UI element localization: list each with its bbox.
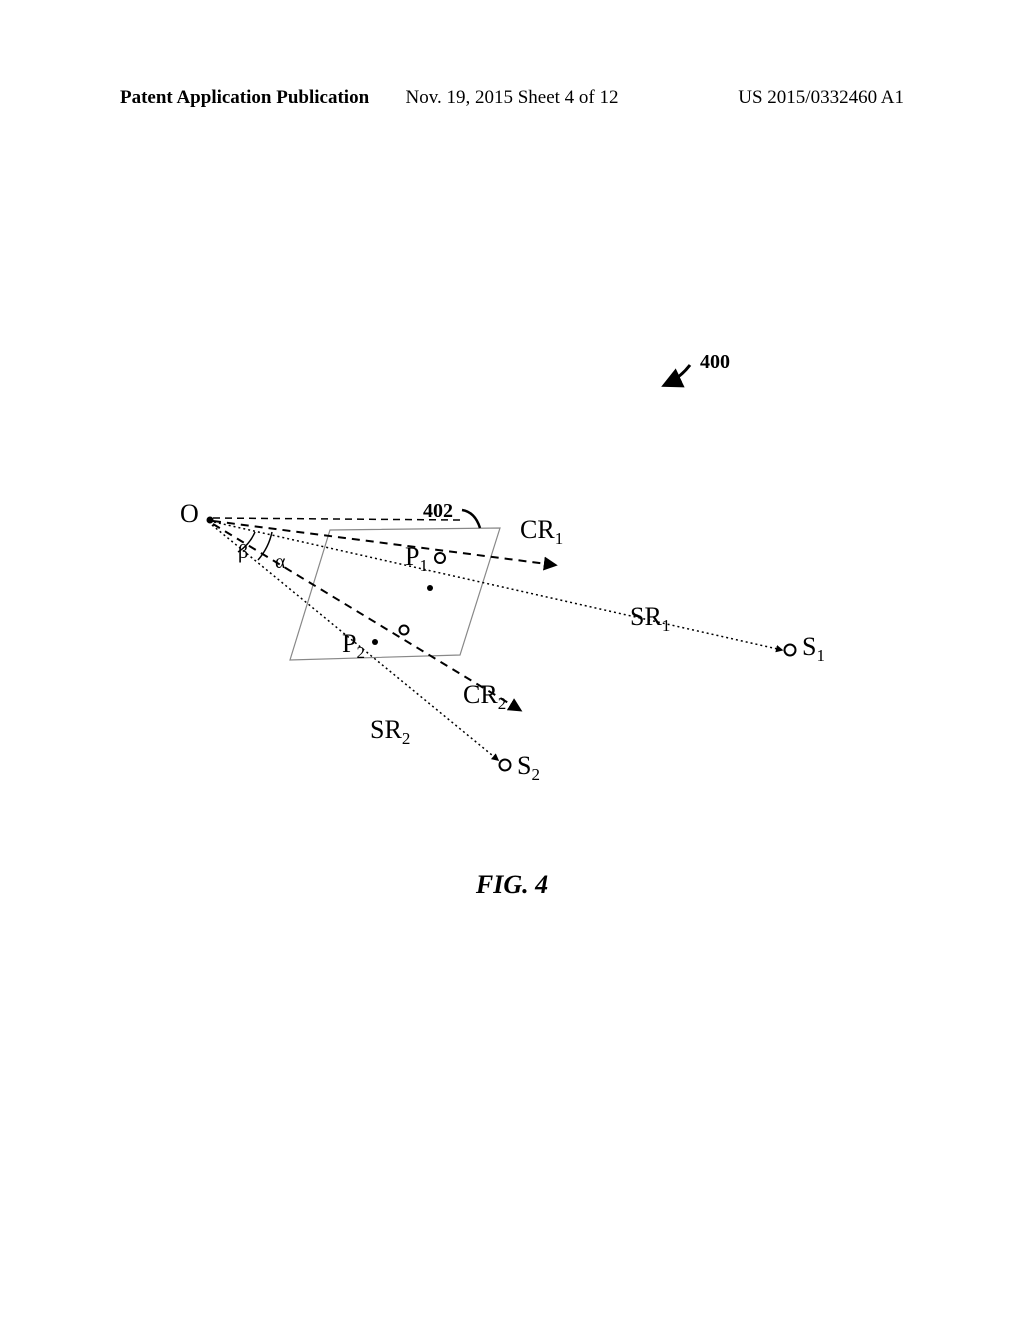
projection-plane <box>290 528 500 660</box>
label-S1: S1 <box>802 632 825 665</box>
ref-402: 402 <box>423 500 480 528</box>
label-O: O <box>180 499 199 528</box>
label-SR2: SR2 <box>370 715 410 748</box>
label-P1: P1 <box>405 542 428 575</box>
point-S2 <box>500 760 511 771</box>
figure-caption: FIG. 4 <box>0 870 1024 900</box>
label-S2: S2 <box>517 751 540 784</box>
label-beta: β <box>238 541 248 563</box>
point-P2-dot <box>372 639 378 645</box>
header-mid: Nov. 19, 2015 Sheet 4 of 12 <box>405 87 618 109</box>
point-P1-dot <box>427 585 433 591</box>
point-O <box>207 517 214 524</box>
ref-400-text: 400 <box>700 351 730 373</box>
point-S1 <box>785 645 796 656</box>
label-CR1: CR1 <box>520 515 563 548</box>
label-alpha: α <box>275 551 286 573</box>
page-header: Patent Application Publication Nov. 19, … <box>0 87 1024 109</box>
ray-cr1 <box>213 521 555 565</box>
point-P1-ring <box>435 553 445 563</box>
label-CR2: CR2 <box>463 680 506 713</box>
header-left: Patent Application Publication <box>120 87 369 109</box>
svg-text:402: 402 <box>423 500 453 522</box>
label-P2: P2 <box>342 629 365 662</box>
header-right: US 2015/0332460 A1 <box>738 87 904 109</box>
ref-400-arrow <box>665 365 690 385</box>
figure-4-diagram: 400 402 O P1 P2 CR1 CR2 SR1 SR2 S1 S2 α … <box>120 300 904 860</box>
point-P2-ring <box>400 626 409 635</box>
label-SR1: SR1 <box>630 602 670 635</box>
